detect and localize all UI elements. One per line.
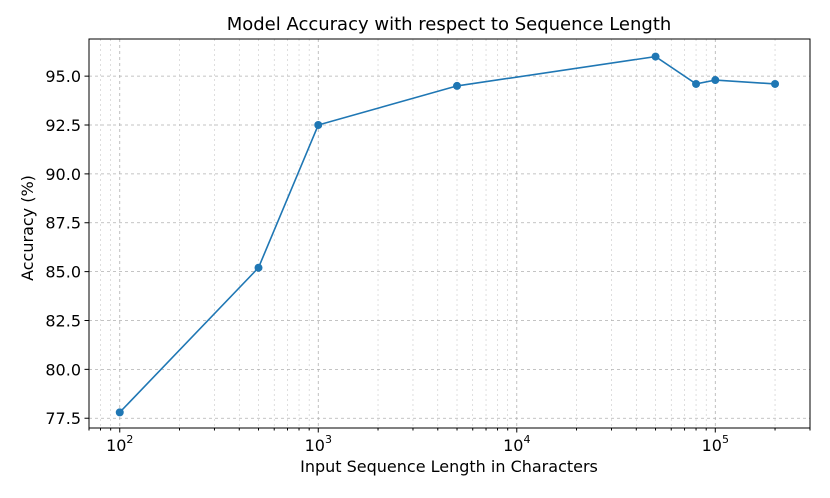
y-tick-label: 90.0	[45, 165, 81, 184]
plot-frame	[88, 38, 811, 429]
x-tick-label: 105	[702, 433, 729, 455]
data-point	[254, 263, 263, 272]
y-tick-label: 80.0	[45, 360, 81, 379]
y-tick-label: 85.0	[45, 263, 81, 282]
data-point	[692, 79, 701, 88]
data-point	[771, 79, 780, 88]
x-tick-label: 103	[305, 433, 332, 455]
data-point	[453, 81, 462, 90]
series-layer	[115, 52, 780, 417]
x-axis-label: Input Sequence Length in Characters	[300, 457, 598, 476]
ticks: 102 103 104 105 77.5 80.0 82.5 85.0 87.5 90.0 92.5…	[45, 67, 811, 455]
y-tick-label: 87.5	[45, 214, 81, 233]
y-tick-label: 95.0	[45, 67, 81, 86]
y-tick-label: 77.5	[45, 409, 81, 428]
data-point	[314, 121, 323, 130]
y-tick-label: 82.5	[45, 311, 81, 330]
y-tick-label: 92.5	[45, 116, 81, 135]
data-point	[651, 52, 660, 61]
grid	[88, 39, 811, 428]
x-tick-label: 102	[106, 433, 133, 455]
chart-title: Model Accuracy with respect to Sequence …	[227, 14, 672, 35]
y-axis-label: Accuracy (%)	[18, 175, 37, 281]
x-tick-label: 104	[503, 433, 530, 455]
data-point	[115, 408, 124, 417]
series-line	[119, 55, 776, 413]
data-point	[711, 76, 720, 85]
